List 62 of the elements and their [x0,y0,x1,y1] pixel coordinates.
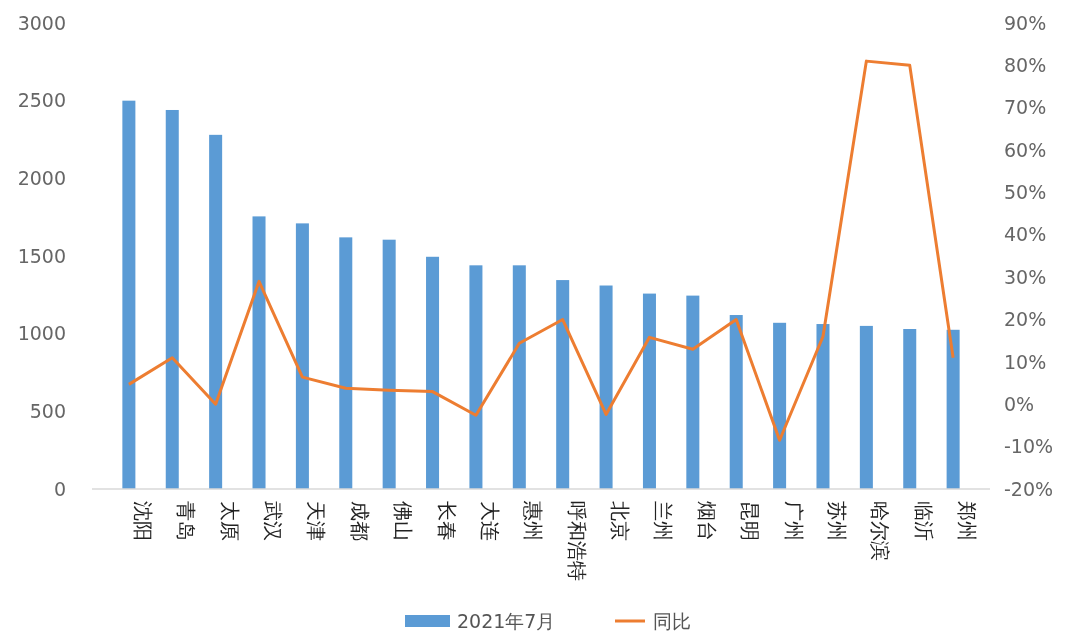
x-tick-label: 昆明 [738,501,763,541]
bar [686,295,700,489]
legend-label: 2021年7月 [457,609,556,632]
x-tick-label: 北京 [608,501,633,541]
x-tick-label: 苏州 [824,501,849,541]
y2-tick-label: 80% [1004,54,1047,77]
x-tick-label: 哈尔滨 [868,501,893,561]
y-tick-label: 500 [29,399,66,422]
y2-tick-label: 90% [1004,11,1047,34]
x-tick-label: 天津 [304,501,329,541]
x-tick-label: 临沂 [911,501,936,541]
bar [859,325,873,489]
bar [729,315,743,489]
y-tick-label: 2000 [17,166,66,189]
bar [295,223,309,489]
y2-tick-label: 0% [1004,392,1035,415]
bar [946,329,960,489]
bar [339,237,353,489]
y2-tick-label: 10% [1004,350,1047,373]
y2-tick-label: 60% [1004,138,1047,161]
y-tick-label: 1000 [17,322,66,345]
y-tick-label: 2500 [17,89,66,112]
y-tick-label: 1500 [17,244,66,267]
bar [599,285,613,489]
x-tick-label: 佛山 [391,501,416,541]
x-tick-label: 广州 [781,501,806,541]
x-tick-label: 长春 [434,501,459,541]
bar [209,134,223,489]
bar [252,216,266,489]
bar [816,324,830,489]
bar [773,322,787,489]
y-tick-label: 0 [53,477,66,500]
y2-tick-label: 20% [1004,308,1047,331]
bar [556,280,570,489]
x-tick-label: 太原 [217,501,242,541]
x-tick-label: 兰州 [651,501,676,541]
bar [642,293,656,489]
y2-tick-label: 40% [1004,223,1047,246]
bar [165,109,179,489]
x-tick-label: 青岛 [174,501,199,541]
bar [469,265,483,489]
x-tick-label: 成都 [347,501,372,541]
x-tick-label: 郑州 [955,501,980,541]
bar [382,239,396,489]
y2-tick-label: -20% [1004,477,1054,500]
x-tick-label: 烟台 [694,501,719,541]
line-series [127,59,955,442]
bar [122,100,136,489]
y2-tick-label: 70% [1004,96,1047,119]
x-tick-label: 呼和浩特 [564,501,589,581]
y-tick-label: 3000 [17,11,66,34]
x-tick-label: 惠州 [521,500,546,541]
bar [512,265,526,489]
bar [426,256,440,489]
bar [903,329,917,489]
y2-tick-label: 30% [1004,265,1047,288]
x-tick-label: 武汉 [261,501,286,541]
x-tick-label: 大连 [477,501,502,541]
y2-tick-label: -10% [1004,435,1054,458]
y2-tick-label: 50% [1004,181,1047,204]
legend-label: 同比 [653,609,691,632]
x-tick-label: 沈阳 [130,501,155,541]
